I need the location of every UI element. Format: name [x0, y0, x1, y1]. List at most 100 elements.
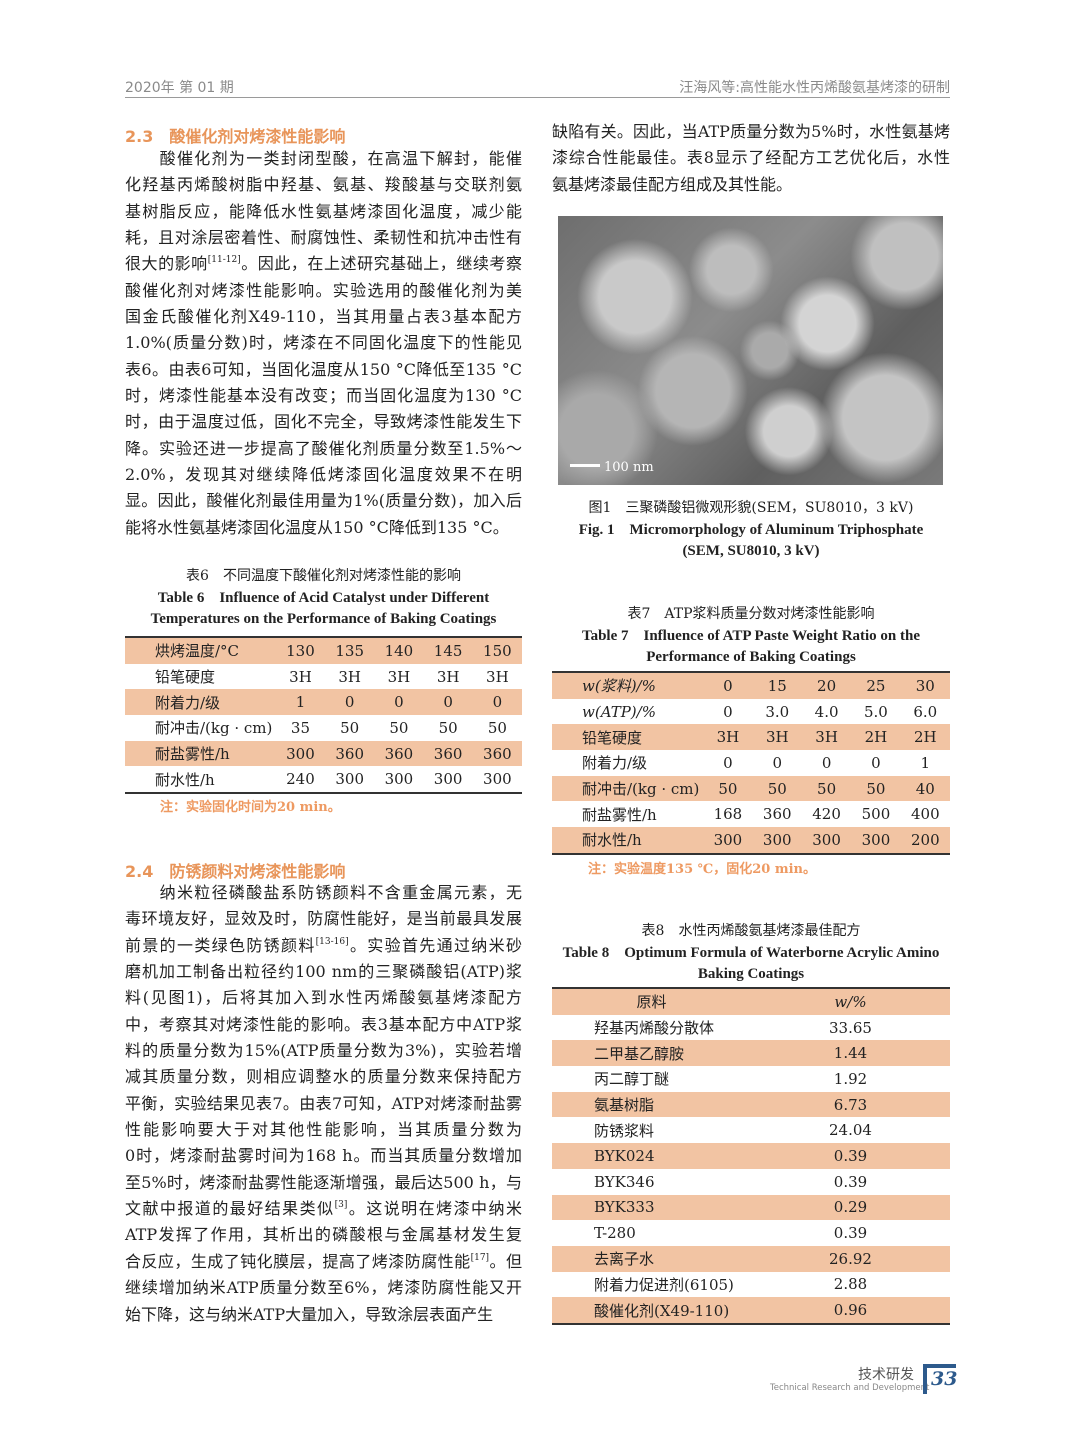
- text-line: ATP发挥了作用，其析出的磷酸根与金属基材发生复: [125, 1222, 522, 1248]
- weight-percent: 26.92: [751, 1245, 950, 1272]
- table-cell: 0: [472, 689, 522, 716]
- text-segment: 耗，且对涂层密着性、耐腐蚀性、柔韧性和抗冲击性有: [125, 228, 522, 248]
- row-label: 耐盐雾性/h: [125, 740, 276, 767]
- text-segment: 前景的一类绿色防锈颜料: [125, 935, 316, 955]
- table-cell: 2H: [900, 724, 950, 751]
- row-label: w(ATP)/%: [582, 702, 656, 721]
- table-cell: 360: [374, 740, 424, 767]
- table-cell: 360: [762, 805, 792, 824]
- table-cell: 300: [384, 770, 414, 789]
- footer-section-cn: 技术研发: [858, 1367, 914, 1383]
- table8-header-weight: w/%: [751, 988, 950, 1015]
- text-segment: 。因此，在上述研究基础上，继续考察: [240, 254, 522, 274]
- table-cell: 3H: [752, 724, 802, 751]
- text-line: 国金氏酸催化剂X49-110，当其用量占表3基本配方: [125, 304, 522, 330]
- table-cell: 300: [275, 740, 326, 767]
- material-name: 二甲基乙醇胺: [552, 1040, 751, 1067]
- weight-percent: 0.39: [833, 1224, 868, 1243]
- table-cell: 3H: [436, 667, 460, 686]
- journal-issue: 2020年 第 01 期: [125, 80, 234, 96]
- table6: 烘烤温度/°C 130 135 140 145 150 铅笔硬度 3H 3H 3H 3H 3H 附着力/…: [125, 636, 522, 795]
- table-cell: 360: [423, 740, 473, 767]
- text-segment: 基树脂反应，能降低水性氨基烤漆固化温度，减少能: [125, 201, 522, 221]
- text-segment: 化羟基丙烯酸树脂中羟基、氨基、羧酸基与交联剂氨: [125, 175, 522, 195]
- section-number: 2.3: [125, 127, 154, 146]
- table-cell: 0: [723, 753, 733, 772]
- section-2-4-paragraph: 纳米粒径磷酸盐系防锈颜料不含重金属元素，无 毒环境友好，显效及时，防腐性能好，是当…: [125, 880, 522, 1328]
- section-heading-2-4: 2.4 防锈颜料对烤漆性能影响: [125, 858, 345, 882]
- text-segment: 漆综合性能最佳。表8显示了经配方工艺优化后，水性: [552, 148, 950, 168]
- figure1-caption-en-1: Fig. 1 Micromorphology of Aluminum Triph…: [578, 521, 924, 538]
- table-row: 去离子水 26.92: [552, 1245, 950, 1272]
- table8-header-row: 原料 w/%: [552, 988, 950, 1015]
- page-number: 33: [931, 1368, 958, 1390]
- text-segment: ATP发挥了作用，其析出的磷酸根与金属基材发生复: [125, 1225, 522, 1245]
- table-cell: 420: [812, 805, 841, 824]
- table-cell: 3H: [289, 667, 312, 686]
- table-row: w(ATP)/% 0 3.0 4.0 5.0 6.0: [552, 699, 950, 725]
- table7-caption-en-2: Performance of Baking Coatings: [646, 649, 856, 665]
- table8-header-material: 原料: [552, 988, 751, 1015]
- table-row: 丙二醇丁醚 1.92: [552, 1066, 950, 1092]
- row-label: 耐水性/h: [552, 827, 704, 854]
- table-cell: 360: [472, 740, 522, 767]
- section-title: 防锈颜料对烤漆性能影响: [169, 862, 346, 881]
- text-line: 时，烤漆性能基本没有改变；而当固化温度为130 °C: [125, 383, 522, 409]
- weight-percent: 0.29: [751, 1194, 950, 1221]
- scale-bar: [570, 464, 600, 467]
- text-line: 始下降，这与纳米ATP大量加入，导致涂层表面产生: [125, 1302, 522, 1328]
- table-cell: 3H: [387, 667, 411, 686]
- text-segment: 料的质量分数为15%(ATP质量分数为3%)，实验若增: [125, 1041, 522, 1061]
- text-line: 降。实验还进一步提高了酸催化剂质量分数至1.5%～: [125, 436, 522, 462]
- row-label: 附着力/级: [125, 689, 276, 716]
- text-line: 时，由于温度过低，固化不完全，导致烤漆性能发生下: [125, 409, 522, 435]
- section-2-3-paragraph: 酸催化剂为一类封闭型酸，在高温下解封，能催 化羟基丙烯酸树脂中羟基、氨基、羧酸基与…: [125, 146, 522, 541]
- text-line: 料(见图1)，后将其加入到水性丙烯酸氨基烤漆配方: [125, 985, 522, 1011]
- table-cell: 20: [801, 672, 852, 699]
- table-cell: 145: [423, 637, 473, 664]
- weight-percent: 6.73: [751, 1091, 950, 1118]
- table-cell: 500: [861, 805, 891, 824]
- text-segment: 平衡，实验结果见表7。由表7可知，ATP对烤漆耐盐雾: [125, 1093, 522, 1113]
- weight-percent: 1.44: [751, 1040, 950, 1067]
- table-cell: 50: [703, 775, 753, 802]
- citation-ref: [17]: [470, 1252, 490, 1263]
- figure1-caption: 图1 三聚磷酸铝微观形貌(SEM，SU8010，3 kV) Fig. 1 Mic…: [552, 498, 950, 563]
- text-line: 前景的一类绿色防锈颜料[13-16]。实验首先通过纳米砂: [125, 933, 522, 959]
- text-line: 基树脂反应，能降低水性氨基烤漆固化温度，减少能: [125, 199, 522, 225]
- table-cell: 200: [900, 827, 950, 854]
- text-line: 减其质量分数，则相应调整水的质量分数来保持配方: [125, 1064, 522, 1090]
- text-segment: 至5%时，烤漆耐盐雾性能逐渐增强，最后达500 h，与: [125, 1172, 522, 1192]
- table-cell: 6.0: [913, 702, 938, 721]
- text-segment: 显。因此，酸催化剂最佳用量为1%(质量分数)，加入后: [125, 491, 522, 511]
- table6-caption-en-1: Table 6 Influence of Acid Catalyst under…: [157, 589, 490, 606]
- table8-caption: 表8 水性丙烯酸氨基烤漆最佳配方 Table 8 Optimum Formula…: [552, 921, 950, 986]
- text-line: 文献中报道的最好结果类似[3]。这说明在烤漆中纳米: [125, 1196, 522, 1222]
- table-cell: 1: [275, 689, 326, 716]
- table7: w(浆料)/% 0 15 20 25 30 w(ATP)/% 0 3.0 4.0 5.0 6.0 铅笔硬…: [552, 671, 950, 855]
- table-cell: 25: [851, 672, 901, 699]
- table-cell: 15: [752, 672, 802, 699]
- table-row: 附着力/级 0 0 0 0 1: [552, 750, 950, 776]
- table-row: 耐冲击/(kg · cm) 50 50 50 50 40: [552, 775, 950, 802]
- table-cell: 0: [821, 753, 832, 772]
- table-row: 附着力促进剂(6105) 2.88: [552, 1272, 950, 1298]
- section-heading-2-3: 2.3 酸催化剂对烤漆性能影响: [125, 123, 345, 147]
- text-segment: 很大的影响: [125, 254, 208, 274]
- material-name: 氨基树脂: [552, 1091, 751, 1118]
- section-title: 酸催化剂对烤漆性能影响: [169, 127, 346, 146]
- figure1-caption-cn: 图1 三聚磷酸铝微观形貌(SEM，SU8010，3 kV): [588, 500, 914, 516]
- sem-micrograph-image: 100 nm: [558, 216, 943, 485]
- table-row: 氨基树脂 6.73: [552, 1091, 950, 1118]
- text-line: 继续增加纳米ATP质量分数至6%，烤漆防腐性能又开: [125, 1275, 522, 1301]
- table-cell: 50: [438, 718, 458, 737]
- page-number-frame: [923, 1364, 956, 1394]
- text-line: 性能影响要大于对其他性能影响，当其质量分数为: [125, 1117, 522, 1143]
- table-cell: 0: [772, 753, 783, 772]
- table-row: BYK333 0.29: [552, 1194, 950, 1221]
- text-segment: 减其质量分数，则相应调整水的质量分数来保持配方: [125, 1067, 522, 1087]
- row-label: 耐水性/h: [155, 770, 215, 789]
- text-segment: 纳米粒径磷酸盐系防锈颜料不含重金属元素，无: [125, 883, 522, 902]
- table-cell: 50: [851, 775, 901, 802]
- text-segment: 缺陷有关。因此，当ATP质量分数为5%时，水性氨基烤: [552, 122, 950, 141]
